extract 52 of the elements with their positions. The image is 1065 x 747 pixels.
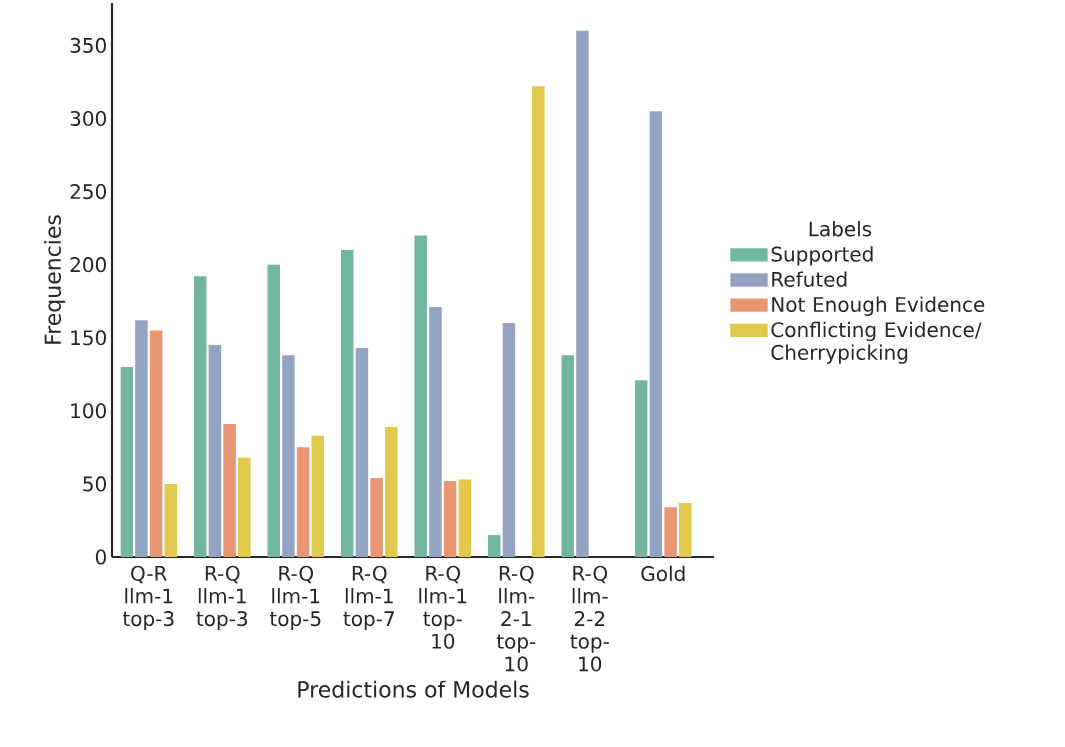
bar [120, 366, 133, 558]
legend-label: Not Enough Evidence [772, 296, 985, 316]
x-tick-label: Gold [641, 565, 685, 582]
y-tick-label: 300 [70, 110, 106, 127]
bar [208, 345, 222, 558]
bar [385, 426, 398, 558]
bar [458, 479, 472, 558]
y-axis-title: Frequencies [44, 215, 66, 344]
bar [664, 507, 677, 558]
bar [311, 435, 325, 558]
bar [135, 320, 148, 558]
bar [679, 502, 692, 558]
bar [267, 264, 280, 558]
x-tick-label: Q-R llm-1 top-3 [122, 565, 174, 631]
x-tick-label: R-Q llm-2-1 top-10 [496, 565, 536, 672]
x-tick-label: R-Q llm-1 top-3 [196, 565, 248, 631]
y-tick-label: 200 [70, 257, 106, 273]
y-tick-label: 150 [71, 330, 106, 346]
y-tick-label: 50 [83, 476, 106, 492]
bar [414, 235, 427, 558]
bar [429, 307, 442, 558]
x-axis-title: Predictions of Models [298, 680, 529, 698]
bar [370, 478, 383, 558]
x-tick-label: R-Q llm-1 top-5 [269, 565, 321, 631]
bar [355, 347, 369, 558]
legend-label: Supported [771, 246, 873, 266]
legend-title: Labels [809, 221, 872, 237]
bar [238, 457, 251, 558]
bar [649, 111, 663, 558]
x-tick-label: R-Q llm-1 top-7 [343, 565, 394, 631]
bar [193, 276, 207, 558]
bar [149, 330, 163, 558]
legend-label: Conflicting Evidence/ Cherrypicking [771, 321, 982, 364]
bar [532, 86, 545, 558]
bar [296, 447, 310, 558]
bar [487, 535, 501, 558]
bar [576, 30, 589, 558]
y-tick-label: 0 [95, 549, 106, 565]
bar [223, 423, 236, 558]
x-tick-label: R-Q llm-2-2 top-10 [570, 565, 609, 672]
bar [502, 323, 516, 558]
bar [340, 250, 354, 558]
y-tick-label: 250 [70, 184, 106, 200]
legend-label: Refuted [772, 271, 847, 287]
x-tick-label: R-Q llm-1 top-10 [419, 565, 467, 649]
y-tick-label: 350 [70, 37, 106, 53]
bar [443, 480, 457, 558]
bar [634, 380, 648, 558]
bar [282, 355, 295, 558]
bar [561, 355, 574, 558]
y-tick-label: 100 [71, 403, 106, 419]
bar [164, 483, 178, 558]
